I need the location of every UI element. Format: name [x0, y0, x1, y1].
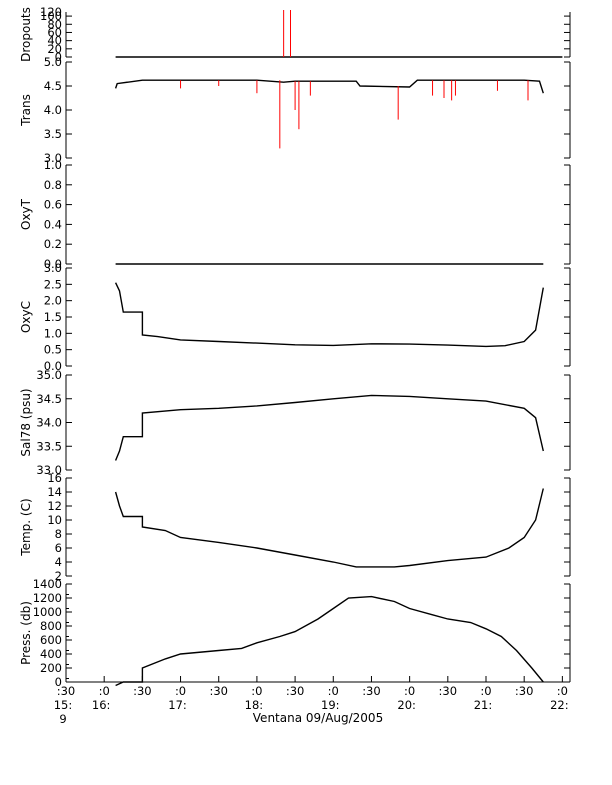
y-tick-label: 20 — [47, 42, 62, 56]
y-tick-label: 40 — [47, 34, 62, 48]
y-tick-label: 800 — [40, 619, 62, 633]
y-tick-label: 3.0 — [44, 261, 62, 275]
x-tick-hour-label: 22: — [550, 698, 569, 712]
y-tick-label: 1200 — [33, 591, 62, 605]
y-tick-label: 2.0 — [44, 294, 62, 308]
y-tick-label: 1400 — [33, 577, 62, 591]
y-tick-label: 1.0 — [44, 326, 62, 340]
y-tick-label: 80 — [47, 17, 62, 31]
y-tick-label: 120 — [40, 5, 62, 19]
y-tick-label: 1.0 — [44, 158, 62, 172]
x-tick-label: :30 — [57, 684, 76, 698]
x-tick-label: :30 — [209, 684, 228, 698]
y-tick-label: 2 — [55, 569, 62, 583]
y-tick-label: 4 — [55, 555, 62, 569]
y-tick-label: 100 — [40, 9, 62, 23]
y-tick-label: 0.5 — [44, 343, 62, 357]
panels-layer: 020406080100120Dropouts3.03.54.04.55.0Tr… — [19, 5, 571, 689]
x-tick-label: :0 — [251, 684, 262, 698]
y-tick-label: 35.0 — [36, 368, 62, 382]
x-tick-hour-label: 16: — [92, 698, 111, 712]
x-tick-hour-label: 19: — [321, 698, 340, 712]
y-axis-title-dropouts: Dropouts — [19, 7, 33, 62]
y-tick-label: 33.0 — [36, 463, 62, 477]
y-tick-label: 14 — [47, 485, 62, 499]
y-tick-label: 4.5 — [44, 79, 62, 93]
series-line-press — [115, 595, 544, 687]
y-tick-label: 1.5 — [44, 310, 62, 324]
series-line-temp — [114, 488, 544, 568]
y-tick-label: 0.2 — [44, 237, 62, 251]
y-tick-label: 60 — [47, 25, 62, 39]
y-tick-label: 34.5 — [36, 392, 62, 406]
x-tick-hour-label: 15: — [54, 698, 73, 712]
x-tick-label: :0 — [404, 684, 415, 698]
y-tick-label: 1000 — [33, 605, 62, 619]
x-tick-label: :30 — [439, 684, 458, 698]
y-tick-label: 8 — [55, 527, 62, 541]
y-tick-label: 34.0 — [36, 416, 62, 430]
y-axis-title-trans: Trans — [19, 94, 33, 127]
y-axis-title-oxyt: OxyT — [19, 198, 33, 230]
panel-oxyc: 0.0 0.5 1.0 1.5 2.0 2.5 3.0 OxyC — [19, 261, 571, 373]
series-line-oxyc — [114, 282, 544, 348]
time-axis: :3015:9:016::30:017::30:018::30:019::30:… — [54, 676, 570, 726]
y-tick-label: 0 — [55, 675, 62, 689]
y-tick-label: 5.0 — [44, 55, 62, 69]
x-tick-day-label: 9 — [59, 712, 66, 726]
y-tick-label: 2.5 — [44, 277, 62, 291]
x-tick-label: :30 — [133, 684, 152, 698]
x-tick-hour-label: 18: — [245, 698, 264, 712]
y-axis-title-sal78: Sal78 (psu) — [19, 388, 33, 456]
series-line-trans — [114, 79, 544, 94]
y-tick-label: 0.8 — [44, 178, 62, 192]
panel-trans: 3.0 3.5 4.0 4.5 5.0 Trans — [19, 55, 571, 165]
y-tick-label: 200 — [40, 661, 62, 675]
x-tick-label: :30 — [362, 684, 381, 698]
y-axis-title-oxyc: OxyC — [19, 301, 33, 333]
y-tick-label: 12 — [47, 499, 62, 513]
y-tick-label: 4.0 — [44, 103, 62, 117]
x-tick-label: :0 — [175, 684, 186, 698]
x-tick-hour-label: 20: — [397, 698, 416, 712]
y-tick-label: 3.5 — [44, 127, 62, 141]
x-tick-hour-label: 17: — [168, 698, 187, 712]
panel-oxyt: 0.0 0.2 0.4 0.6 0.8 1.0 OxyT — [19, 158, 571, 271]
y-tick-label: 16 — [47, 471, 62, 485]
y-tick-label: 0.4 — [44, 217, 62, 231]
y-tick-label: 0.0 — [44, 257, 62, 271]
y-axis-title-press: Press. (db) — [19, 601, 33, 665]
x-tick-label: :30 — [286, 684, 305, 698]
y-tick-label: 33.5 — [36, 439, 62, 453]
x-tick-label: :30 — [515, 684, 534, 698]
y-tick-label: 6 — [55, 541, 62, 555]
x-tick-label: :0 — [99, 684, 110, 698]
x-tick-label: :0 — [328, 684, 339, 698]
x-tick-hour-label: 21: — [474, 698, 493, 712]
series-line-sal78 — [114, 394, 544, 461]
y-tick-label: 600 — [40, 633, 62, 647]
x-axis-title: Ventana 09/Aug/2005 — [253, 711, 383, 725]
y-tick-label: 10 — [47, 513, 62, 527]
y-tick-label: 3.0 — [44, 151, 62, 165]
y-tick-label: 400 — [40, 647, 62, 661]
x-tick-label: :0 — [480, 684, 491, 698]
y-tick-label: 0.0 — [44, 359, 62, 373]
y-axis-title-temp: Temp. (C) — [19, 498, 33, 556]
y-tick-label: 0 — [55, 50, 62, 64]
y-tick-label: 0.6 — [44, 198, 62, 212]
x-tick-label: :0 — [557, 684, 568, 698]
